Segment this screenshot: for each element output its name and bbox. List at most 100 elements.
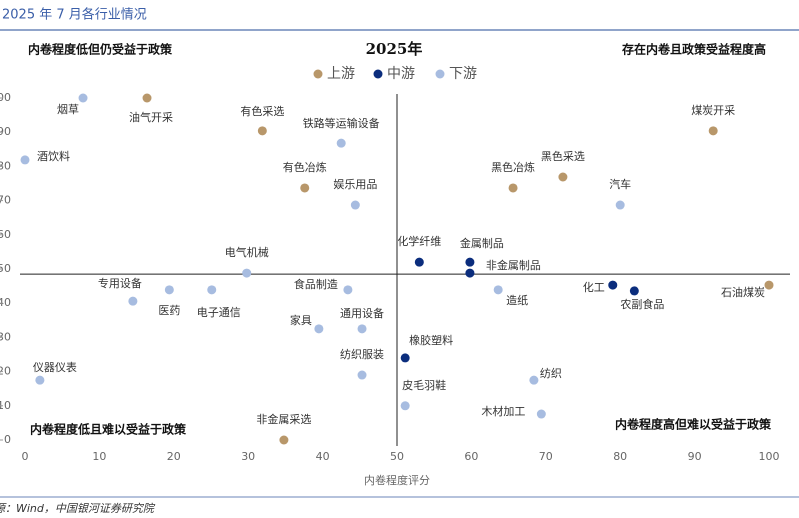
point xyxy=(257,126,267,136)
point-label: 铁路等运输设备 xyxy=(303,116,380,130)
point-label: 专用设备 xyxy=(98,276,142,290)
point xyxy=(764,280,774,290)
point-label: 化工 xyxy=(583,280,605,294)
point-label: 酒饮料 xyxy=(37,149,70,163)
point xyxy=(608,280,618,290)
point-label: 石油煤炭 xyxy=(721,285,765,299)
point-label: 仪器仪表 xyxy=(33,360,77,374)
point xyxy=(508,183,518,193)
point-label: 木材加工 xyxy=(481,404,525,418)
point xyxy=(414,257,424,267)
point xyxy=(35,375,45,385)
x-tick-label: 70 xyxy=(539,450,553,463)
point xyxy=(142,93,152,103)
point xyxy=(629,286,639,296)
legend-marker xyxy=(373,69,383,79)
point-label: 纺织 xyxy=(540,366,562,380)
x-tick-label: 0 xyxy=(22,450,29,463)
point xyxy=(357,324,367,334)
point-label: 造纸 xyxy=(506,293,528,307)
y-tick-label: 30 xyxy=(0,330,11,343)
point-label: 食品制造 xyxy=(294,277,338,291)
point-label: 金属制品 xyxy=(460,236,504,250)
legend-label: 上游 xyxy=(327,66,355,82)
page-header: 2025 年 7 月各行业情况 xyxy=(2,7,147,23)
point-label: 农副食品 xyxy=(620,297,664,311)
point-label: 非金属制品 xyxy=(486,258,541,272)
y-tick-label: 60 xyxy=(0,228,11,241)
point xyxy=(465,268,475,278)
point-label: 汽车 xyxy=(609,177,631,191)
point-label: 化学纤维 xyxy=(397,234,441,248)
y-tick-label: 20 xyxy=(0,365,11,378)
point xyxy=(164,285,174,295)
point-label: 通用设备 xyxy=(340,306,384,320)
legend-label: 中游 xyxy=(387,66,415,82)
chart-title: 2025年 xyxy=(366,40,423,58)
point-label: 橡胶塑料 xyxy=(409,333,453,347)
x-tick-label: 10 xyxy=(92,450,106,463)
legend-marker xyxy=(435,69,445,79)
point xyxy=(78,93,88,103)
y-tick-label: 50 xyxy=(0,262,11,275)
point xyxy=(558,172,568,182)
x-tick-label: 90 xyxy=(688,450,702,463)
point-label: 家具 xyxy=(290,313,312,327)
y-tick-label: 80 xyxy=(0,159,11,172)
legend-marker xyxy=(313,69,323,79)
x-tick-label: 20 xyxy=(167,450,181,463)
y-tick-label: 100 xyxy=(0,91,11,104)
point-label: 油气开采 xyxy=(129,110,173,124)
point xyxy=(536,409,546,419)
x-axis-label: 内卷程度评分 xyxy=(364,473,430,487)
point xyxy=(350,200,360,210)
y-tick-label: 90 xyxy=(0,125,11,138)
point-label: 医药 xyxy=(158,304,180,317)
point-label: 电气机械 xyxy=(225,245,269,259)
x-tick-label: 100 xyxy=(759,450,780,463)
source: 源：Wind，中国银河证券研究院 xyxy=(0,502,156,515)
point xyxy=(400,401,410,411)
point xyxy=(615,200,625,210)
point xyxy=(465,257,475,267)
point-label: 娱乐用品 xyxy=(333,177,377,191)
y-tick-label: 10 xyxy=(0,399,11,412)
point-label: 黑色冶炼 xyxy=(491,160,535,174)
point xyxy=(300,183,310,193)
point xyxy=(314,324,324,334)
point xyxy=(529,375,539,385)
point xyxy=(128,296,138,306)
point-label: 皮毛羽鞋 xyxy=(402,378,446,392)
y-tick-label: 70 xyxy=(0,194,11,207)
point xyxy=(343,285,353,295)
annotation: 存在内卷且政策受益程度高 xyxy=(621,42,766,57)
y-tick-label: 0 xyxy=(4,433,11,446)
y-tick-label: 40 xyxy=(0,296,11,309)
point-label: 烟草 xyxy=(57,102,79,116)
point xyxy=(493,285,503,295)
point-label: 黑色采选 xyxy=(541,149,585,163)
point xyxy=(279,435,289,445)
point-label: 非金属采选 xyxy=(256,412,311,426)
point xyxy=(20,155,30,165)
x-tick-label: 60 xyxy=(464,450,478,463)
point xyxy=(357,370,367,380)
point-label: 电子通信 xyxy=(197,306,241,319)
legend-label: 下游 xyxy=(449,66,477,82)
point xyxy=(708,126,718,136)
x-tick-label: 30 xyxy=(241,450,255,463)
x-tick-label: 80 xyxy=(613,450,627,463)
annotation: 内卷程度低且难以受益于政策 xyxy=(30,422,187,437)
x-tick-label: 50 xyxy=(390,450,404,463)
annotation: 内卷程度低但仍受益于政策 xyxy=(28,42,173,57)
point xyxy=(400,353,410,363)
point xyxy=(242,268,252,278)
point xyxy=(207,285,217,295)
annotation: 内卷程度高但难以受益于政策 xyxy=(615,417,772,432)
point-label: 煤炭开采 xyxy=(691,104,735,117)
point xyxy=(336,138,346,148)
point-label: 纺织服装 xyxy=(340,347,384,361)
point-label: 有色采选 xyxy=(240,104,284,118)
point-label: 有色冶炼 xyxy=(283,160,327,174)
